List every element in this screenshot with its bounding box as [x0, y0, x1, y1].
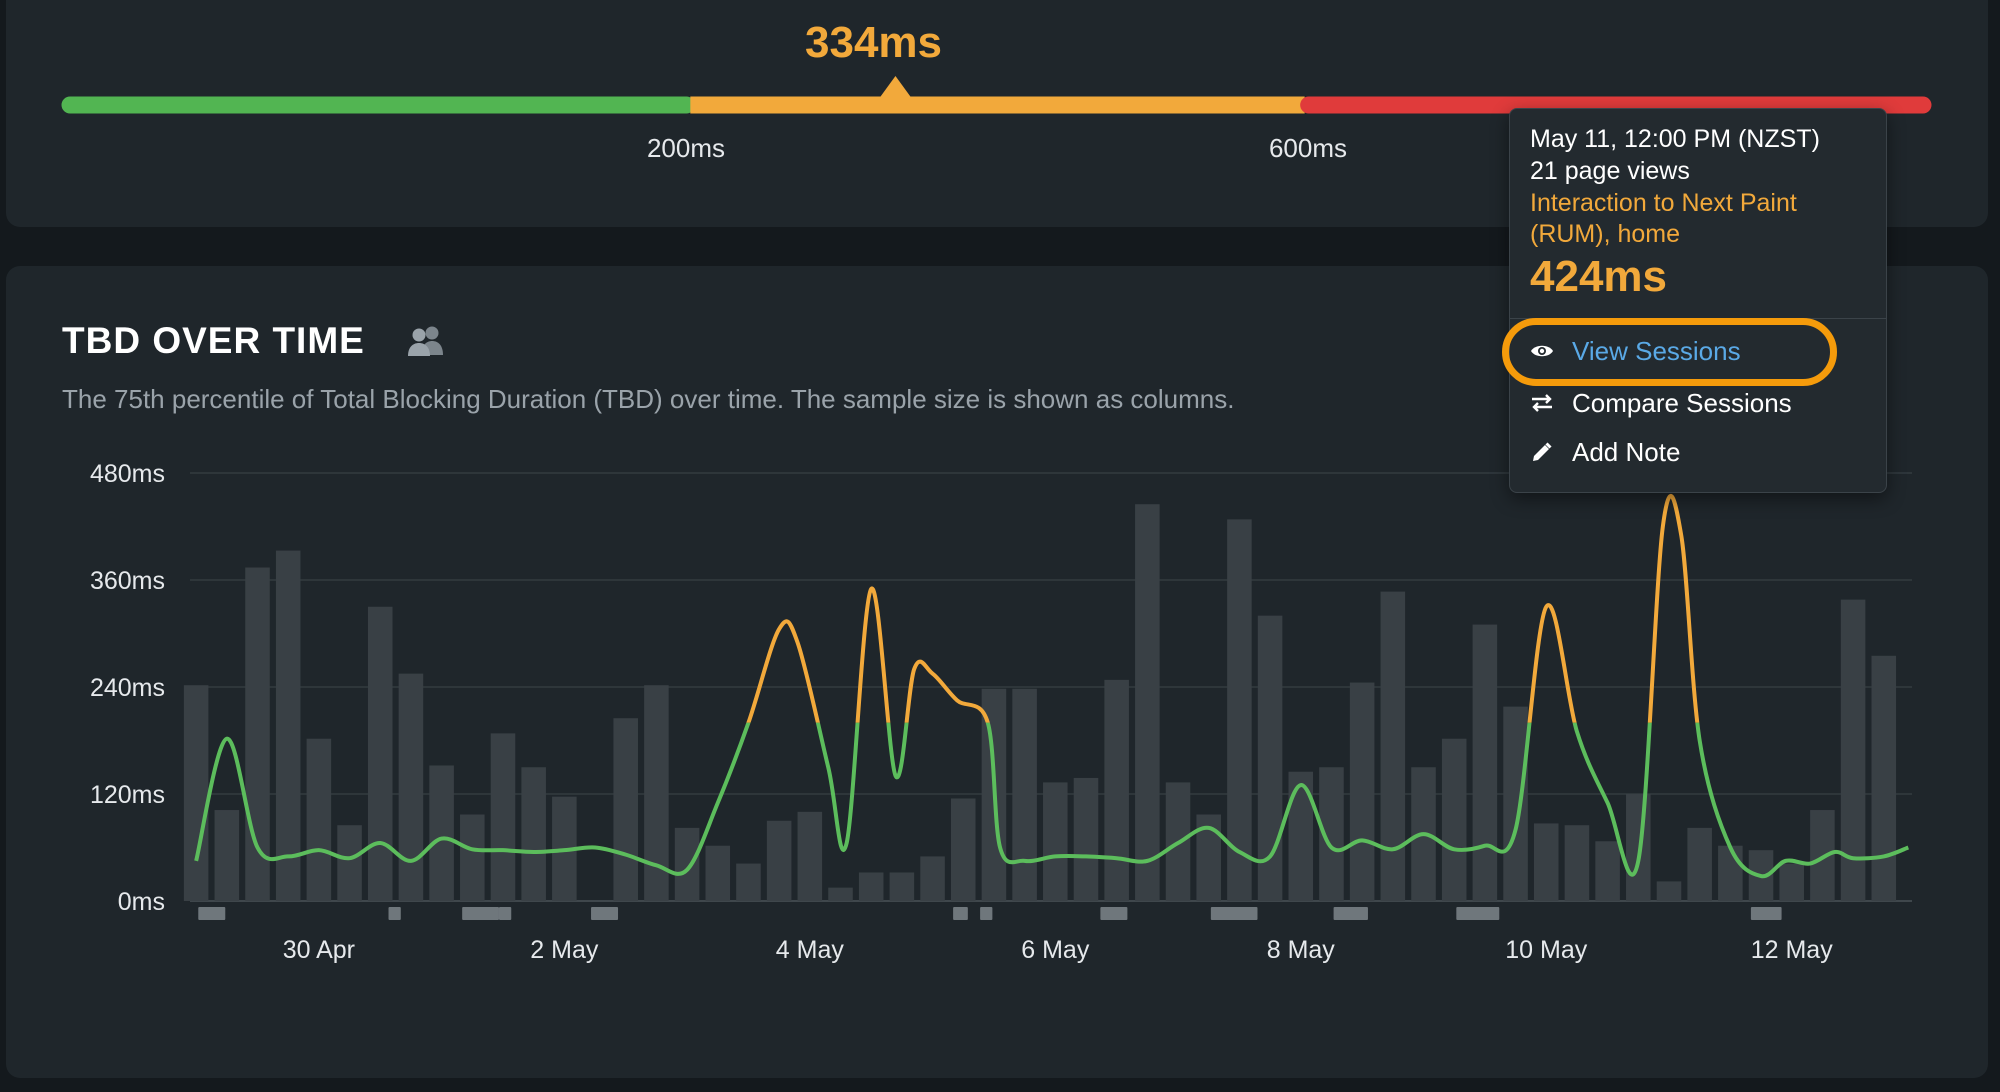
sample-bar: [1135, 504, 1160, 901]
note-marker: [1456, 907, 1500, 920]
sample-bar: [1595, 841, 1620, 901]
sample-bar: [521, 767, 546, 901]
note-marker: [498, 907, 512, 920]
sample-bar: [306, 738, 332, 901]
y-tick-label: 240ms: [90, 674, 165, 702]
sample-bar: [1840, 599, 1866, 901]
sample-bar: [766, 820, 792, 901]
sample-bar: [1441, 738, 1467, 901]
sample-bar: [705, 845, 731, 901]
view-sessions-menu-item[interactable]: View Sessions: [1530, 333, 1741, 369]
sample-bar: [490, 733, 516, 901]
add-note-label: Add Note: [1572, 436, 1681, 467]
x-tick-label: 12 May: [1751, 936, 1833, 964]
tooltip-date: May 11, 12:00 PM (NZST): [1530, 125, 1820, 153]
threshold-scale-bar: [61, 76, 1932, 114]
sample-bar: [1687, 827, 1712, 901]
sample-bar: [398, 673, 424, 901]
y-tick-label: 480ms: [90, 460, 165, 488]
sample-bar: [1503, 706, 1528, 901]
y-tick-label: 0ms: [118, 888, 165, 916]
tooltip-value: 424ms: [1530, 252, 1668, 301]
note-marker: [1100, 907, 1128, 920]
x-tick-label: 2 May: [530, 936, 599, 964]
note-markers: [198, 907, 1782, 920]
threshold-label-poor: 600ms: [1268, 133, 1348, 163]
tbd-line-good: [194, 722, 1910, 879]
note-marker: [1750, 907, 1782, 920]
sample-bar: [1073, 777, 1099, 901]
tbd-line-needs-improvement: [746, 494, 1700, 723]
sample-bar: [214, 810, 240, 901]
sample-bar: [460, 814, 485, 901]
sample-bar: [613, 718, 638, 901]
tbd-line: [194, 494, 1910, 879]
pencil-icon: [1530, 440, 1554, 464]
sample-bar: [183, 685, 209, 901]
sample-size-bars: [183, 504, 1897, 901]
note-marker: [462, 907, 499, 920]
eye-icon: [1530, 339, 1554, 363]
tooltip-divider: [1510, 318, 1886, 319]
add-note-menu-item[interactable]: Add Note: [1530, 434, 1680, 470]
sample-bar: [828, 887, 853, 901]
current-value-marker: [879, 76, 912, 98]
tooltip-metric-page: (RUM), home: [1530, 220, 1681, 248]
sample-bar: [367, 606, 393, 901]
sample-bar: [950, 798, 976, 901]
chart-title: TBD OVER TIME: [62, 320, 365, 361]
view-sessions-label: View Sessions: [1572, 335, 1741, 366]
compare-sessions-menu-item[interactable]: Compare Sessions: [1530, 385, 1792, 421]
y-axis-labels: 0ms 120ms 240ms 360ms 480ms: [90, 460, 165, 916]
note-marker: [591, 907, 619, 920]
note-marker: [1210, 907, 1258, 920]
sample-bar: [275, 550, 301, 901]
sample-bar: [1718, 845, 1743, 901]
sample-bar: [1871, 655, 1897, 901]
x-tick-label: 10 May: [1505, 936, 1587, 964]
chart-subtitle: The 75th percentile of Total Blocking Du…: [62, 384, 1235, 414]
sample-bar: [920, 856, 945, 901]
sample-bar: [674, 827, 700, 901]
x-axis-labels: 30 Apr 2 May 4 May 6 May 8 May 10 May 12 May: [283, 936, 1833, 964]
note-marker: [1333, 907, 1368, 920]
users-icon[interactable]: [405, 325, 447, 362]
note-marker: [198, 907, 226, 920]
threshold-label-good: 200ms: [646, 133, 726, 163]
x-tick-label: 30 Apr: [283, 936, 355, 964]
compare-arrows-icon: [1530, 391, 1554, 415]
sample-bar: [736, 863, 761, 901]
x-tick-label: 8 May: [1267, 936, 1336, 964]
sample-bar: [1227, 519, 1252, 901]
sample-bar: [1012, 688, 1037, 901]
sample-bar: [1380, 591, 1406, 901]
sample-bar: [858, 872, 884, 901]
compare-sessions-label: Compare Sessions: [1572, 387, 1792, 418]
sample-bar: [1472, 624, 1498, 901]
note-marker: [953, 907, 968, 920]
sample-bar: [1349, 682, 1375, 901]
sample-bar: [797, 811, 823, 901]
sample-bar: [337, 825, 362, 901]
sample-bar: [1656, 881, 1682, 901]
current-value: 334ms: [805, 18, 943, 67]
sample-bar: [1779, 863, 1804, 901]
sample-bar: [1533, 823, 1559, 901]
sample-bar: [1564, 825, 1590, 901]
sample-bar: [889, 872, 915, 901]
tooltip-metric-name: Interaction to Next Paint: [1530, 189, 1797, 217]
sample-bar: [1043, 782, 1068, 901]
y-tick-label: 120ms: [90, 781, 165, 809]
x-tick-label: 6 May: [1021, 936, 1090, 964]
sample-bar: [429, 765, 454, 901]
tooltip-page-views: 21 page views: [1530, 157, 1690, 185]
note-marker: [980, 907, 993, 920]
y-tick-label: 360ms: [90, 567, 165, 595]
data-point-tooltip: May 11, 12:00 PM (NZST) 21 page views In…: [1509, 108, 1887, 493]
sample-bar: [1104, 679, 1129, 901]
x-tick-label: 4 May: [776, 936, 845, 964]
note-marker: [388, 907, 401, 920]
